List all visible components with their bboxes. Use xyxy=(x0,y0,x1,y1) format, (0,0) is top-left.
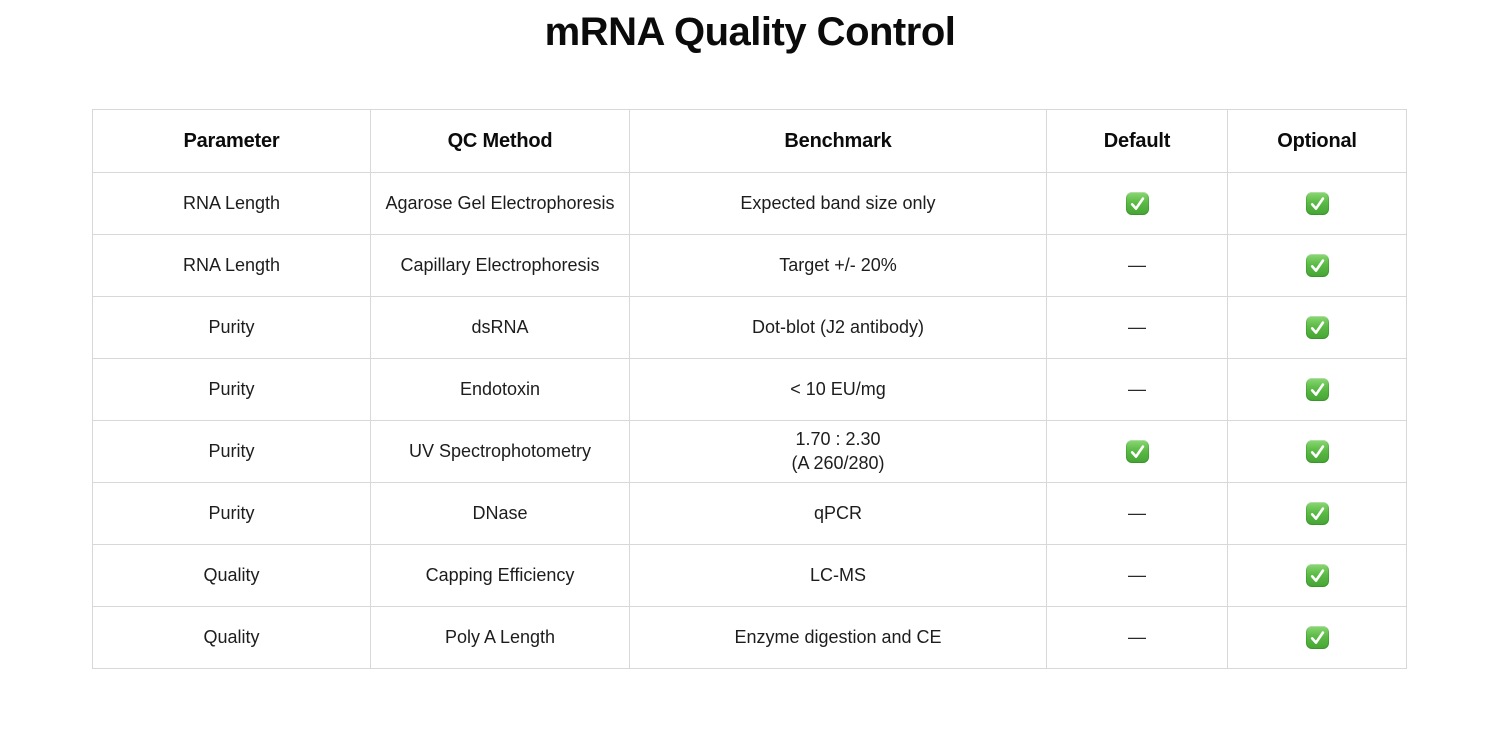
table-row: Purity dsRNA Dot-blot (J2 antibody) — xyxy=(92,296,1407,359)
qc-method-cell: UV Spectrophotometry xyxy=(370,420,630,483)
green-check-emoji-icon xyxy=(1305,502,1329,525)
qc-method-cell: Poly A Length xyxy=(370,606,630,669)
green-check-emoji-icon xyxy=(1305,378,1329,401)
table-row: Purity UV Spectrophotometry 1.70 : 2.30 … xyxy=(92,420,1407,483)
benchmark-cell: < 10 EU/mg xyxy=(629,358,1047,421)
parameter-cell: Quality xyxy=(92,544,371,607)
dash-mark: — xyxy=(1128,379,1146,399)
optional-cell xyxy=(1227,482,1407,545)
table-row: Purity Endotoxin < 10 EU/mg — xyxy=(92,358,1407,421)
default-cell: — xyxy=(1046,482,1228,545)
green-check-emoji-icon xyxy=(1305,192,1329,215)
column-header-optional: Optional xyxy=(1227,109,1407,173)
table-row: Quality Capping Efficiency LC-MS — xyxy=(92,544,1407,607)
parameter-cell: RNA Length xyxy=(92,172,371,235)
qc-method-cell: Agarose Gel Electrophoresis xyxy=(370,172,630,235)
benchmark-cell: 1.70 : 2.30 (A 260/280) xyxy=(629,420,1047,483)
table-row: Purity DNase qPCR — xyxy=(92,482,1407,545)
green-check-emoji-icon xyxy=(1125,192,1149,215)
green-check-emoji-icon xyxy=(1305,626,1329,649)
qc-method-cell: Capping Efficiency xyxy=(370,544,630,607)
default-cell: — xyxy=(1046,606,1228,669)
optional-cell xyxy=(1227,234,1407,297)
green-check-emoji-icon xyxy=(1305,564,1329,587)
mrna-qc-table: Parameter QC Method Benchmark Default Op… xyxy=(92,109,1407,669)
column-header-parameter: Parameter xyxy=(92,109,371,173)
default-cell: — xyxy=(1046,234,1228,297)
optional-cell xyxy=(1227,606,1407,669)
qc-method-cell: dsRNA xyxy=(370,296,630,359)
benchmark-cell: LC-MS xyxy=(629,544,1047,607)
dash-mark: — xyxy=(1128,565,1146,585)
optional-cell xyxy=(1227,544,1407,607)
optional-cell xyxy=(1227,172,1407,235)
parameter-cell: Purity xyxy=(92,420,371,483)
benchmark-cell: Dot-blot (J2 antibody) xyxy=(629,296,1047,359)
table-row: Quality Poly A Length Enzyme digestion a… xyxy=(92,606,1407,669)
qc-method-cell: DNase xyxy=(370,482,630,545)
green-check-emoji-icon xyxy=(1305,254,1329,277)
default-cell: — xyxy=(1046,296,1228,359)
optional-cell xyxy=(1227,420,1407,483)
benchmark-cell: qPCR xyxy=(629,482,1047,545)
dash-mark: — xyxy=(1128,255,1146,275)
optional-cell xyxy=(1227,358,1407,421)
qc-method-cell: Capillary Electrophoresis xyxy=(370,234,630,297)
header-row: Parameter QC Method Benchmark Default Op… xyxy=(92,109,1407,173)
qc-method-cell: Endotoxin xyxy=(370,358,630,421)
benchmark-cell: Expected band size only xyxy=(629,172,1047,235)
dash-mark: — xyxy=(1128,627,1146,647)
optional-cell xyxy=(1227,296,1407,359)
default-cell xyxy=(1046,172,1228,235)
benchmark-cell: Target +/- 20% xyxy=(629,234,1047,297)
table-row: RNA Length Capillary Electrophoresis Tar… xyxy=(92,234,1407,297)
green-check-emoji-icon xyxy=(1305,316,1329,339)
parameter-cell: Quality xyxy=(92,606,371,669)
qc-table-container: Parameter QC Method Benchmark Default Op… xyxy=(92,109,1407,669)
parameter-cell: Purity xyxy=(92,358,371,421)
page-title: mRNA Quality Control xyxy=(544,10,956,54)
table-row: RNA Length Agarose Gel Electrophoresis E… xyxy=(92,172,1407,235)
default-cell: — xyxy=(1046,544,1228,607)
default-cell xyxy=(1046,420,1228,483)
default-cell: — xyxy=(1046,358,1228,421)
dash-mark: — xyxy=(1128,503,1146,523)
column-header-benchmark: Benchmark xyxy=(629,109,1047,173)
column-header-default: Default xyxy=(1046,109,1228,173)
green-check-emoji-icon xyxy=(1305,440,1329,463)
green-check-emoji-icon xyxy=(1125,440,1149,463)
parameter-cell: Purity xyxy=(92,482,371,545)
column-header-qc-method: QC Method xyxy=(370,109,630,173)
benchmark-cell: Enzyme digestion and CE xyxy=(629,606,1047,669)
parameter-cell: RNA Length xyxy=(92,234,371,297)
dash-mark: — xyxy=(1128,317,1146,337)
parameter-cell: Purity xyxy=(92,296,371,359)
